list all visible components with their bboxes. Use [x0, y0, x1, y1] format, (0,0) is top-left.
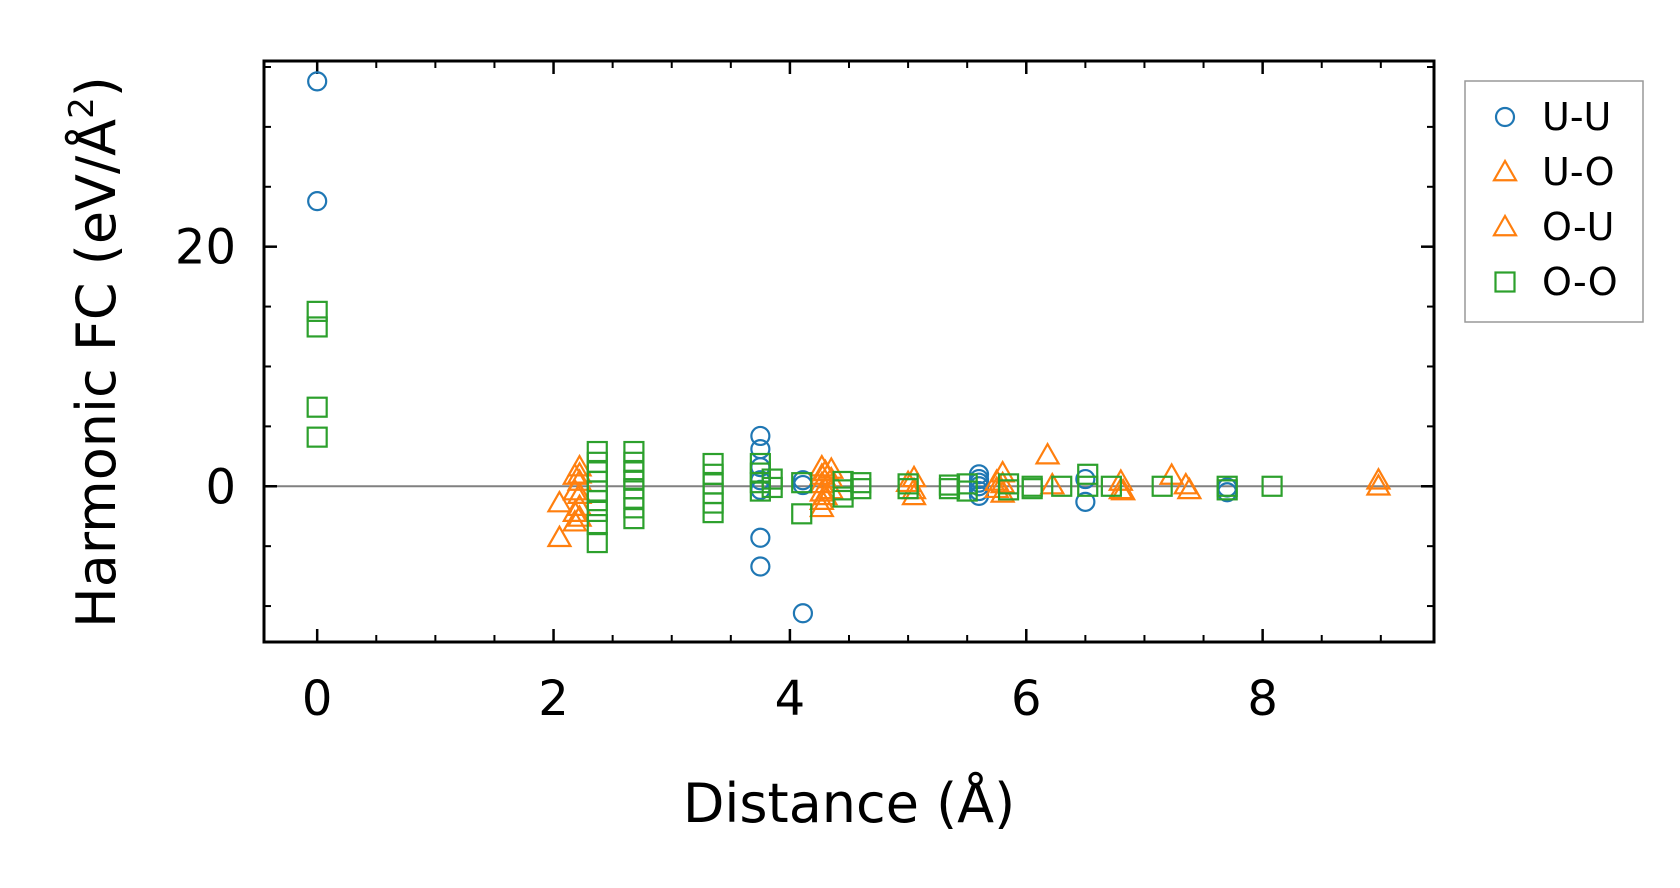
plot-background [264, 61, 1434, 642]
point-o-o [749, 480, 771, 502]
y-axis-label-superscript: 2 [62, 97, 102, 119]
point-u-o [989, 480, 1016, 503]
y-axis-label-close: ) [65, 76, 128, 97]
point-o-u [1176, 476, 1203, 500]
y-tick-labels: 0 20 [175, 220, 236, 516]
point-o-o [1051, 475, 1073, 497]
point-u-u [750, 527, 771, 548]
point-o-u [895, 469, 921, 493]
point-u-o [1365, 473, 1392, 496]
point-o-o [623, 508, 645, 530]
x-tick-label: 8 [1247, 671, 1278, 727]
point-o-o [791, 472, 813, 494]
legend-label-u-u: U-U [1542, 95, 1611, 139]
point-u-u [750, 556, 771, 577]
x-tick-label: 4 [775, 671, 806, 727]
point-u-o [1034, 441, 1061, 465]
point-o-o [306, 316, 328, 338]
plot-frame [262, 59, 1436, 644]
series-o-o [306, 300, 1283, 554]
y-axis-label-main: Harmonic FC (eV/Å [64, 119, 128, 628]
point-o-o [997, 479, 1020, 501]
point-o-o [702, 502, 724, 524]
point-u-o [546, 489, 573, 513]
legend-label-u-o: U-O [1542, 150, 1615, 194]
point-o-o [586, 490, 608, 512]
point-o-o [1077, 463, 1099, 485]
x-tick-label: 6 [1011, 671, 1042, 727]
legend-marker-o-u [1492, 213, 1518, 237]
y-tick-label: 20 [175, 220, 236, 276]
point-u-o [566, 493, 593, 516]
point-o-o [306, 396, 328, 418]
point-o-o [897, 478, 919, 500]
legend: U-U U-O O-U O-O [1464, 80, 1644, 323]
point-u-o [566, 504, 593, 527]
point-o-o [956, 480, 978, 502]
point-u-u [1075, 491, 1096, 512]
x-tick-labels: 0 2 4 6 8 [302, 671, 1278, 727]
point-o-u [561, 462, 588, 485]
point-o-o [623, 440, 645, 463]
y-tick-label: 0 [205, 459, 236, 515]
point-u-u [307, 71, 328, 92]
point-o-o [1077, 475, 1099, 497]
point-o-o [702, 452, 724, 475]
point-u-u [307, 191, 328, 212]
point-u-o [1365, 467, 1392, 490]
legend-marker-u-u [1494, 106, 1516, 128]
point-o-u [1110, 477, 1137, 501]
point-u-u [792, 603, 814, 624]
point-o-o [623, 497, 645, 519]
point-o-o [938, 478, 961, 500]
point-o-u [561, 499, 588, 522]
point-o-o [306, 426, 328, 448]
legend-label-o-o: O-O [1542, 260, 1618, 304]
point-o-u [561, 508, 588, 532]
point-u-u [1075, 468, 1096, 490]
point-o-o [791, 503, 813, 525]
point-o-u [812, 458, 839, 482]
point-u-o [808, 479, 835, 502]
point-o-o [1021, 478, 1043, 500]
point-o-o [306, 300, 328, 322]
legend-marker-o-o [1494, 271, 1516, 293]
series-o-u [561, 458, 1203, 532]
point-o-o [586, 500, 608, 523]
point-o-o [1216, 479, 1238, 501]
point-o-o [850, 478, 872, 500]
y-axis-label: Harmonic FC (eV/Å2) [62, 76, 128, 628]
legend-label-o-u: O-U [1542, 205, 1615, 249]
x-tick-label: 2 [538, 671, 569, 727]
point-u-o [818, 465, 845, 489]
point-o-u [561, 477, 588, 501]
point-o-o [1261, 475, 1283, 497]
point-o-o [586, 531, 608, 554]
point-o-u [812, 482, 839, 506]
point-u-o [566, 481, 593, 505]
point-o-o [1151, 475, 1173, 497]
point-u-u [750, 425, 771, 447]
point-u-o [989, 470, 1016, 494]
point-o-o [1100, 475, 1122, 497]
legend-marker-u-o [1492, 158, 1518, 182]
point-u-o [1107, 476, 1134, 500]
point-o-o [832, 486, 854, 508]
point-o-o [761, 476, 783, 499]
data-markers [306, 71, 1392, 624]
point-u-o [808, 494, 835, 518]
point-o-o [586, 440, 608, 463]
point-o-u [983, 475, 1010, 499]
point-u-o [546, 524, 573, 548]
x-axis-label: Distance (Å) [683, 771, 1015, 835]
point-u-o [901, 482, 927, 506]
x-tick-label: 0 [302, 671, 333, 727]
